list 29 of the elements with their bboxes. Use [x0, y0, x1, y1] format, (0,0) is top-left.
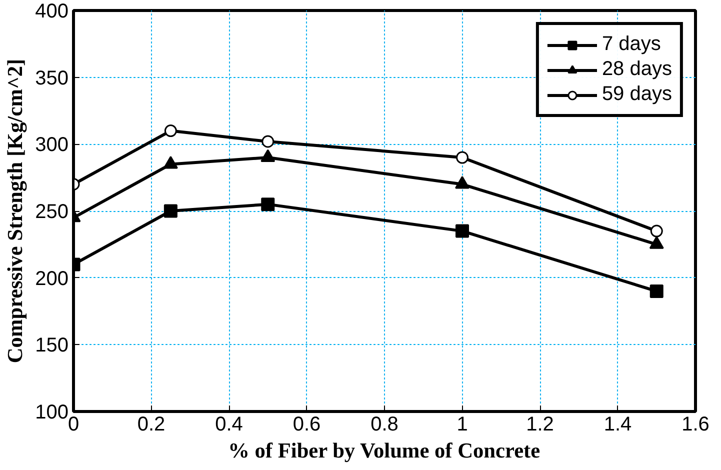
legend-label: 28 days: [602, 58, 672, 81]
y-tick-label: 250: [35, 201, 69, 223]
y-tick-label: 350: [35, 67, 69, 90]
point: [650, 284, 664, 298]
x-tick-label: 0.8: [370, 414, 398, 436]
point: [261, 198, 275, 212]
x-tick-label: 0.2: [137, 414, 166, 436]
y-tick-label: 200: [35, 268, 69, 290]
point: [262, 135, 274, 148]
x-tick-label: 0.6: [292, 414, 321, 436]
x-tick-label: 1.4: [604, 414, 632, 436]
y-tick-label: 400: [35, 0, 69, 22]
y-tick-label: 300: [35, 134, 69, 156]
legend-label: 59 days: [602, 83, 672, 106]
x-tick-label: 1.2: [526, 414, 554, 436]
legend-label: 7 days: [602, 33, 661, 56]
x-tick-label: 0: [68, 414, 80, 436]
x-tick-label: 1: [456, 414, 468, 436]
x-tick-label: 0.4: [215, 414, 243, 436]
x-axis-title: % of Fiber by Volume of Concrete: [228, 438, 540, 462]
y-axis-title: Compressive Strength [Kg/cm^2]: [3, 58, 28, 364]
y-tick-label: 100: [35, 402, 69, 424]
x-tick-label: 1.6: [682, 414, 710, 436]
point: [650, 224, 663, 238]
point: [164, 124, 177, 138]
point: [164, 204, 178, 218]
point: [456, 224, 469, 238]
y-tick-label: 150: [35, 334, 69, 357]
point: [456, 151, 468, 164]
